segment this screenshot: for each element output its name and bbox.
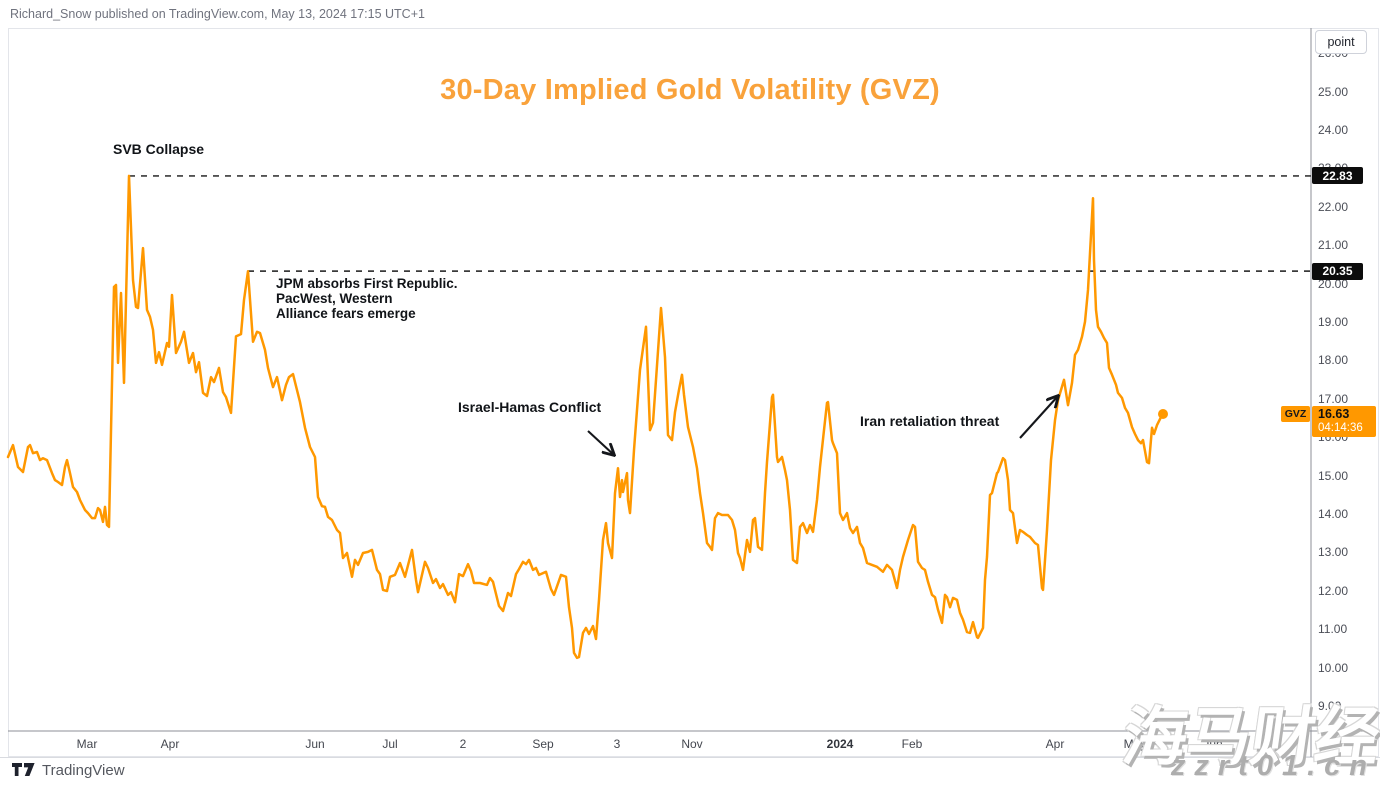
x-axis-label: Apr — [1045, 737, 1065, 751]
x-axis-label: Sep — [532, 737, 554, 751]
y-axis-label: 24.00 — [1318, 123, 1349, 137]
bar-countdown: 04:14:36 — [1318, 422, 1363, 434]
tradingview-attribution[interactable]: TradingView — [12, 762, 125, 779]
y-axis-label: 12.00 — [1318, 583, 1349, 598]
y-axis-label: 9.00 — [1318, 699, 1342, 713]
price-level-badge: 22.83 — [1312, 167, 1363, 185]
alert-dashed-lines — [129, 175, 1311, 273]
annotation-arrow — [1019, 396, 1058, 439]
annotation-line: PacWest, Western — [276, 291, 393, 306]
annotation-israel-hamas: Israel-Hamas Conflict — [458, 399, 602, 415]
y-axis-label: 11.00 — [1318, 622, 1348, 637]
tradingview-brand-text: TradingView — [42, 762, 125, 779]
annotation-iran-retaliation: Iran retaliation threat — [860, 413, 1000, 429]
x-axis-label: Jun — [305, 737, 325, 751]
y-axis-label: 18.00 — [1318, 353, 1349, 368]
price-axis-unit-button[interactable]: point — [1315, 30, 1367, 54]
last-price-value: 16.63 — [1318, 407, 1350, 421]
chart-panel-border — [8, 28, 1379, 757]
watermark-site: zzrt01.cn — [1170, 750, 1376, 782]
footer-divider — [0, 757, 1380, 758]
x-axis-label: Feb — [901, 737, 923, 751]
publisher-line: Richard_Snow published on TradingView.co… — [10, 7, 425, 21]
annotation-line: Alliance fears emerge — [276, 306, 416, 321]
x-axis-label: 2 — [459, 737, 467, 751]
y-axis-label: 25.00 — [1318, 84, 1349, 99]
y-axis-label: 17.00 — [1318, 391, 1349, 406]
gvz-line-series — [6, 174, 1165, 660]
x-axis-label: May — [1123, 737, 1147, 751]
x-axis-label: Apr — [160, 737, 180, 751]
annotation-line: JPM absorbs First Republic. — [276, 276, 458, 291]
y-axis-label: 19.00 — [1318, 315, 1349, 329]
x-axis-label: Nov — [681, 737, 703, 751]
series-symbol-badge: GVZ — [1281, 406, 1310, 422]
annotation-arrow — [587, 430, 614, 455]
annotation-jpm-first-republic: JPM absorbs First Republic. PacWest, Wes… — [276, 276, 458, 321]
last-price-dot — [1158, 409, 1168, 419]
tradingview-logo-icon — [12, 762, 35, 776]
last-price-badge: 16.63 04:14:36 — [1312, 406, 1376, 437]
y-axis-label: 22.00 — [1318, 199, 1349, 214]
annotation-arrows — [587, 396, 1058, 455]
x-axis-label: Jun — [1203, 737, 1223, 751]
x-axis-label: Jul — [382, 737, 398, 751]
x-axis-label: Mar — [76, 737, 98, 751]
x-axis-label: 2024 — [826, 737, 854, 751]
y-axis-label: 10.00 — [1318, 660, 1349, 675]
price-level-badge: 20.35 — [1312, 262, 1363, 280]
x-axis-label: 3 — [613, 737, 621, 751]
annotation-svb-collapse: SVB Collapse — [113, 141, 205, 157]
chart-title: 30-Day Implied Gold Volatility (GVZ) — [440, 74, 940, 106]
y-axis-label: 13.00 — [1318, 545, 1349, 560]
y-axis-label: 14.00 — [1318, 507, 1349, 521]
y-axis-label: 15.00 — [1318, 468, 1349, 483]
y-axis-label: 20.00 — [1318, 276, 1349, 291]
y-axis-label: 21.00 — [1318, 238, 1349, 253]
